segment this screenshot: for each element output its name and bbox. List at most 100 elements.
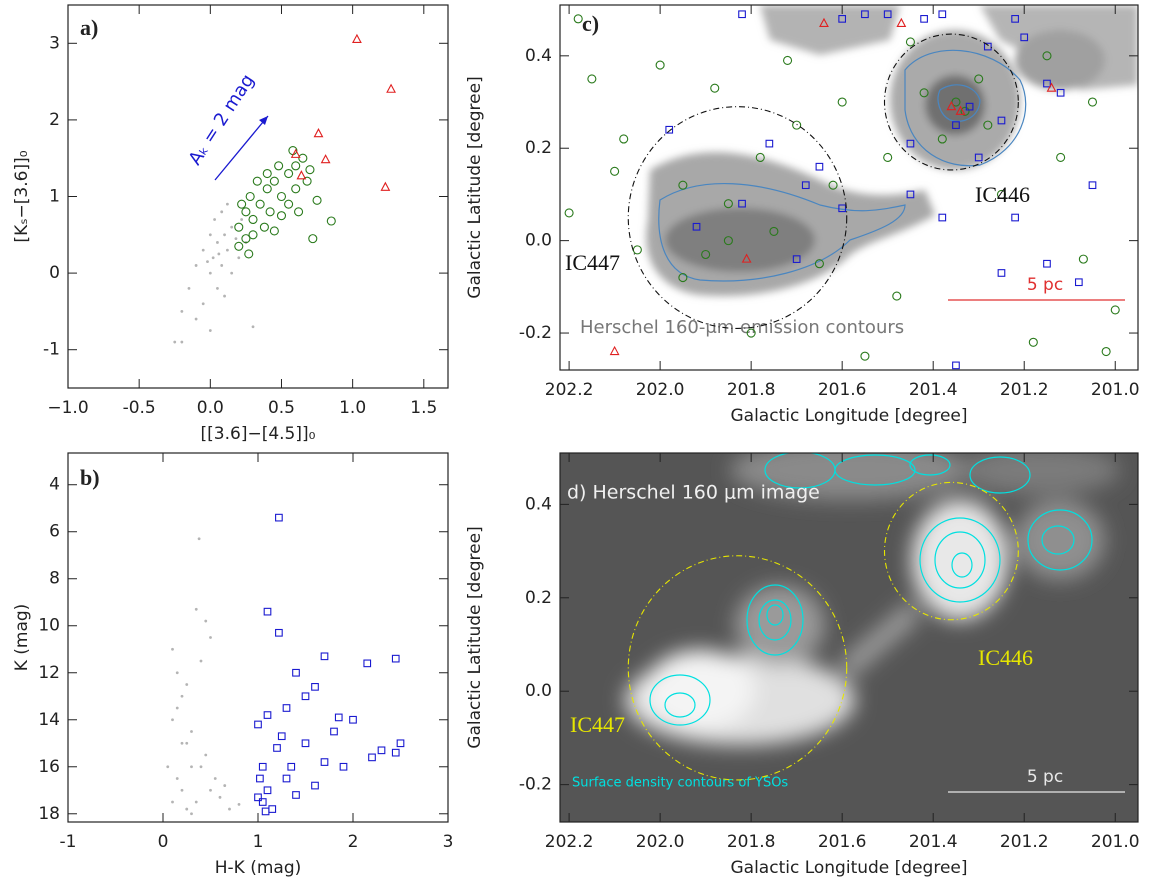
x-tick-label: 201.2 (1000, 380, 1049, 400)
point (291, 184, 301, 194)
point (180, 788, 184, 792)
point (269, 176, 279, 186)
y-tick-label: 0.4 (525, 46, 552, 66)
point (166, 765, 170, 769)
point (391, 654, 400, 663)
point (946, 100, 957, 111)
point (204, 753, 208, 757)
point (275, 628, 283, 637)
point (769, 226, 779, 236)
point (223, 784, 227, 787)
point (284, 168, 294, 179)
x-tick-label: −1.0 (47, 398, 88, 418)
point (1087, 97, 1098, 107)
point (291, 161, 301, 171)
x-tick-label: 202.2 (545, 832, 594, 852)
point (997, 116, 1006, 125)
point (814, 259, 824, 269)
point (277, 732, 286, 741)
plot-frame (67, 4, 449, 389)
contour (937, 84, 981, 122)
point (220, 264, 224, 267)
point (564, 208, 574, 218)
region-circle (883, 33, 1019, 171)
point (619, 134, 629, 144)
point (1078, 254, 1088, 264)
y-tick-label: 0.0 (525, 231, 552, 251)
x-tick-label: 201.8 (727, 832, 776, 852)
y-tick-label: 4 (49, 475, 60, 495)
plot-frame (559, 452, 1139, 823)
point (1028, 337, 1038, 347)
point (230, 225, 234, 229)
panel-label: c) (582, 11, 599, 36)
x-tick-label: 201.0 (1091, 832, 1140, 852)
point (351, 33, 362, 44)
point (723, 199, 733, 209)
point (244, 249, 254, 259)
point (1011, 213, 1019, 222)
y-tick-label: 12 (38, 663, 60, 683)
point (216, 241, 219, 244)
point (573, 14, 583, 24)
point (201, 248, 205, 252)
point (1088, 181, 1097, 190)
point (255, 199, 265, 209)
point (723, 236, 733, 246)
point (274, 161, 284, 171)
x-tick-label: 201.8 (727, 380, 776, 400)
caption: Surface density contours of YSOs (572, 776, 788, 791)
point (209, 788, 212, 792)
point (828, 180, 838, 190)
point (974, 74, 984, 84)
point (185, 741, 189, 745)
point (312, 195, 322, 205)
x-tick-label: 2 (348, 832, 359, 852)
herschel-image (560, 453, 1138, 822)
point (330, 727, 338, 736)
emission-map (646, 5, 1138, 296)
point (919, 88, 929, 98)
reddening-label: Aₖ = 2 mag (185, 71, 259, 169)
point (258, 762, 267, 771)
point (1101, 346, 1111, 357)
point (997, 269, 1006, 277)
region-label: IC447 (570, 712, 625, 737)
point (334, 713, 343, 722)
point (245, 191, 255, 202)
point (311, 683, 319, 691)
x-tick-label: 0.0 (197, 398, 224, 418)
point (175, 706, 179, 710)
point (313, 128, 324, 138)
point (883, 152, 893, 163)
reddening-arrow (214, 115, 269, 181)
point (294, 207, 304, 217)
point (187, 287, 191, 290)
point (269, 226, 279, 236)
point (282, 774, 291, 783)
y-tick-label: 18 (38, 804, 60, 824)
y-tick-label: -1 (43, 340, 60, 360)
point (906, 139, 915, 148)
point (801, 181, 810, 190)
point (190, 730, 193, 733)
point (262, 184, 272, 194)
point (896, 17, 907, 28)
point (180, 694, 184, 698)
x-tick-label: 3 (443, 832, 454, 852)
point (175, 777, 179, 780)
point (380, 181, 391, 191)
point (1046, 82, 1057, 92)
point (609, 345, 620, 356)
panel-label: a) (80, 15, 98, 40)
point (1056, 88, 1065, 97)
point (339, 762, 348, 771)
y-tick-label: 0.0 (525, 681, 552, 701)
point (234, 222, 244, 232)
point (180, 340, 184, 344)
point (587, 74, 597, 84)
point (194, 800, 198, 804)
point (276, 191, 287, 202)
point (301, 692, 310, 701)
point (261, 807, 270, 816)
